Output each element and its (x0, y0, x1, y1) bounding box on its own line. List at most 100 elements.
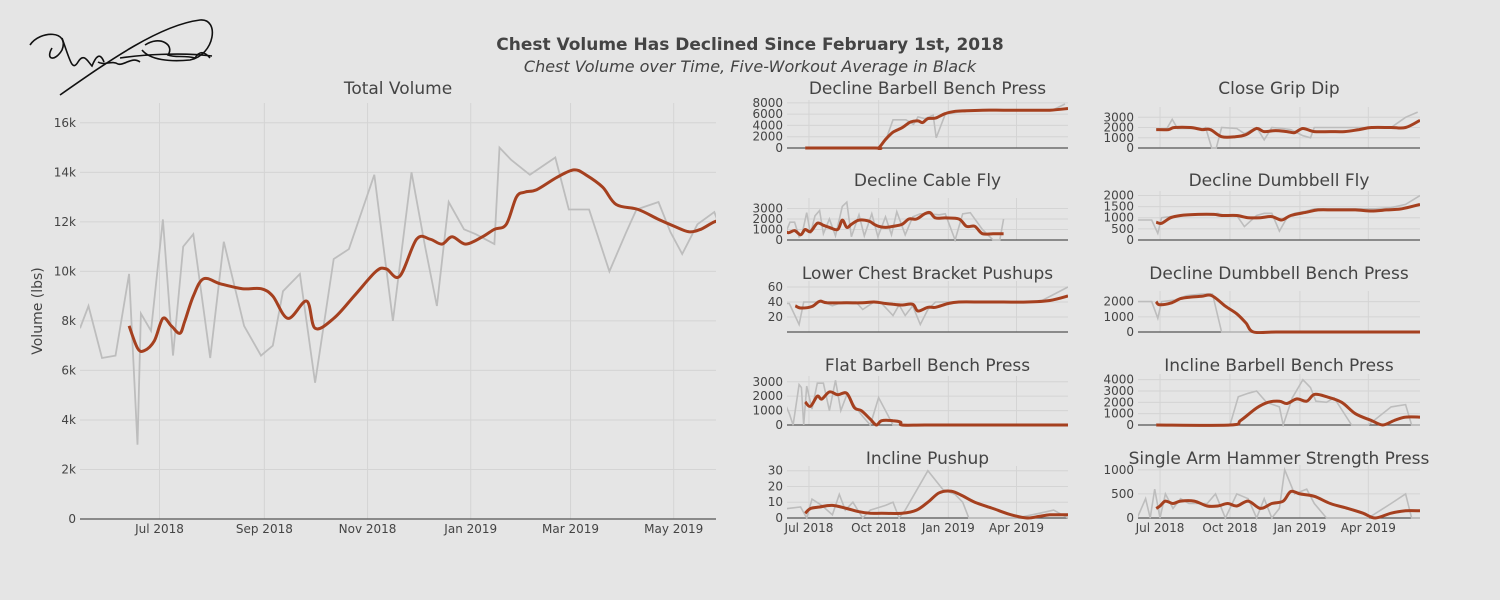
y-tick-label: 1000 (1103, 211, 1134, 225)
x-tick-label: Oct 2018 (851, 521, 906, 535)
x-tick-label: Jul 2018 (134, 522, 184, 536)
x-tick-label: Mar 2019 (542, 522, 599, 536)
y-tick-label: 14k (54, 165, 76, 179)
y-tick-label: 0 (1126, 141, 1134, 155)
average-series-line (805, 107, 1068, 150)
y-tick-label: 3000 (1103, 384, 1134, 398)
panel-title: Flat Barbell Bench Press (825, 356, 1030, 376)
y-tick-label: 0 (1126, 511, 1134, 525)
average-series-line (1156, 392, 1420, 427)
x-tick-label: Apr 2019 (1341, 521, 1396, 535)
panel-title: Decline Barbell Bench Press (809, 79, 1046, 99)
panel-title: Close Grip Dip (1218, 79, 1339, 99)
panel-total-volume: 0 2k 4k 6k 8k 10k 12k 14k 16k Jul 2018 Sep 2018 Nov… (30, 79, 716, 536)
y-tick-label: 0 (1126, 233, 1134, 247)
y-tick-label: 8k (61, 314, 76, 328)
y-tick-label: 3000 (752, 202, 783, 216)
x-tick-label: Jul 2018 (1135, 521, 1185, 535)
y-tick-label: 0 (1126, 418, 1134, 432)
average-series-line (1155, 202, 1420, 225)
y-tick-label: 8000 (752, 96, 783, 110)
y-tick-label: 500 (1111, 222, 1134, 236)
y-tick-label: 0 (775, 141, 783, 155)
y-tick-label: 500 (1111, 487, 1134, 501)
x-tick-label: May 2019 (644, 522, 703, 536)
x-tick-label: Nov 2018 (339, 522, 397, 536)
y-tick-label: 1000 (1103, 310, 1134, 324)
y-tick-label: 10 (768, 495, 783, 509)
y-axis-label: Volume (lbs) (30, 267, 46, 355)
y-tick-label: 2000 (752, 130, 783, 144)
panel-title: Decline Dumbbell Bench Press (1149, 264, 1409, 284)
x-tick-label: Jan 2019 (443, 522, 497, 536)
y-tick-label: 2000 (1103, 295, 1134, 309)
y-tick-label: 40 (768, 295, 783, 309)
y-tick-label: 4k (61, 413, 76, 427)
y-tick-label: 1500 (1103, 200, 1134, 214)
x-tick-label: Sep 2018 (236, 522, 293, 536)
y-tick-label: 12k (54, 215, 76, 229)
x-tick-label: Oct 2018 (1202, 521, 1257, 535)
panel-title: Total Volume (343, 79, 452, 99)
panel-title: Lower Chest Bracket Pushups (802, 264, 1053, 284)
y-tick-label: 60 (768, 280, 783, 294)
raw-series-line (1138, 466, 1420, 520)
chart-title: Chest Volume Has Declined Since February… (496, 35, 1004, 55)
x-tick-label: Jan 2019 (1272, 521, 1326, 535)
y-tick-label: 6000 (752, 107, 783, 121)
average-series-line (794, 294, 1068, 313)
y-tick-label: 1000 (1103, 407, 1134, 421)
y-tick-label: 0 (775, 511, 783, 525)
y-tick-label: 2000 (1103, 395, 1134, 409)
average-series-line (787, 210, 1004, 237)
average-series-line (127, 168, 716, 353)
panel-title: Incline Barbell Bench Press (1164, 356, 1394, 376)
y-tick-label: 4000 (1103, 373, 1134, 387)
y-tick-label: 1000 (752, 404, 783, 418)
panel-title: Single Arm Hammer Strength Press (1129, 449, 1430, 469)
y-tick-label: 1000 (1103, 131, 1134, 145)
y-tick-label: 2000 (1103, 121, 1134, 135)
y-tick-label: 2000 (1103, 188, 1134, 202)
y-tick-label: 0 (68, 512, 76, 526)
average-series-line (804, 390, 1068, 427)
y-tick-label: 1000 (1103, 463, 1134, 477)
y-tick-label: 6k (61, 363, 76, 377)
y-tick-label: 3000 (1103, 110, 1134, 124)
x-tick-label: Apr 2019 (989, 521, 1044, 535)
chart-subtitle: Chest Volume over Time, Five-Workout Ave… (524, 57, 977, 76)
y-tick-label: 2k (61, 462, 76, 476)
average-series-line (1156, 118, 1420, 139)
panel-title: Incline Pushup (866, 449, 989, 469)
average-series-line (804, 489, 1068, 520)
y-tick-label: 20 (768, 310, 783, 324)
panel-single-arm-hammer-strength-press: 0 500 1000 Jul 2018 Oct 2018 Jan 2019 Apr 2019… (1103, 449, 1429, 535)
y-tick-label: 4000 (752, 118, 783, 132)
panel-title: Decline Cable Fly (854, 171, 1001, 191)
x-tick-label: Jan 2019 (921, 521, 975, 535)
y-tick-label: 3000 (752, 375, 783, 389)
y-tick-label: 30 (768, 464, 783, 478)
average-series-line (1154, 293, 1420, 334)
chart-panels: 0 2k 4k 6k 8k 10k 12k 14k 16k Jul 2018 Sep 2018 Nov… (30, 79, 1430, 536)
raw-series-line (787, 380, 1068, 427)
y-tick-label: 16k (54, 116, 76, 130)
y-tick-label: 0 (775, 418, 783, 432)
signature-logo (29, 19, 214, 96)
y-tick-label: 10k (54, 264, 76, 278)
y-tick-label: 1000 (752, 223, 783, 237)
y-tick-label: 20 (768, 479, 783, 493)
y-tick-label: 2000 (752, 212, 783, 226)
x-tick-label: Jul 2018 (784, 521, 834, 535)
